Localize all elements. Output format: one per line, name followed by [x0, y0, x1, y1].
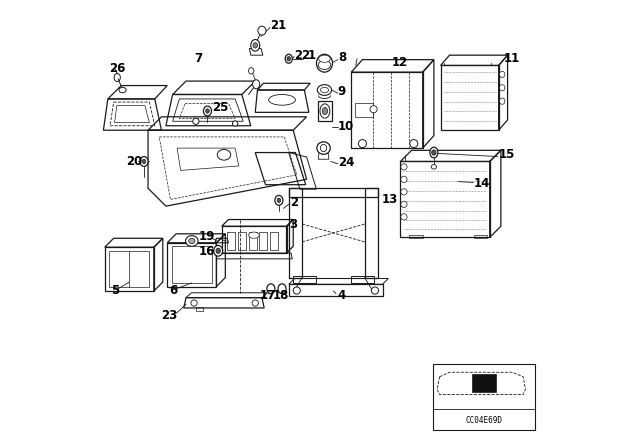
Ellipse shape — [322, 108, 328, 115]
Text: 14: 14 — [474, 177, 490, 190]
Ellipse shape — [358, 140, 367, 148]
Ellipse shape — [275, 195, 283, 205]
Text: 2: 2 — [290, 196, 298, 209]
Ellipse shape — [500, 98, 505, 104]
Ellipse shape — [370, 106, 377, 113]
Ellipse shape — [287, 56, 291, 61]
Ellipse shape — [500, 85, 505, 91]
Ellipse shape — [252, 300, 259, 306]
Bar — [474, 235, 488, 238]
Text: 12: 12 — [392, 56, 408, 69]
Text: 13: 13 — [381, 193, 398, 206]
Text: 8: 8 — [338, 52, 346, 65]
Ellipse shape — [191, 300, 197, 306]
Ellipse shape — [317, 85, 332, 95]
Bar — [355, 103, 372, 117]
Ellipse shape — [216, 248, 220, 254]
Ellipse shape — [204, 106, 211, 116]
Text: 1: 1 — [307, 49, 316, 62]
Text: 4: 4 — [337, 289, 345, 302]
Text: 10: 10 — [338, 120, 354, 133]
Text: 15: 15 — [499, 148, 515, 161]
Text: 19: 19 — [198, 230, 215, 243]
Bar — [433, 364, 535, 431]
Ellipse shape — [321, 87, 328, 93]
Ellipse shape — [317, 142, 330, 154]
Text: 25: 25 — [212, 101, 228, 114]
Text: 7: 7 — [194, 52, 202, 65]
Ellipse shape — [293, 287, 300, 294]
Ellipse shape — [142, 159, 146, 164]
Text: 6: 6 — [169, 284, 177, 297]
Ellipse shape — [217, 150, 230, 160]
Text: 11: 11 — [504, 52, 520, 65]
Text: 3: 3 — [290, 217, 298, 231]
Ellipse shape — [253, 43, 257, 48]
Bar — [270, 232, 278, 250]
Ellipse shape — [321, 145, 326, 152]
Bar — [318, 101, 332, 121]
Ellipse shape — [401, 164, 407, 170]
Ellipse shape — [251, 39, 260, 51]
Ellipse shape — [193, 118, 199, 125]
Ellipse shape — [431, 150, 436, 155]
Ellipse shape — [186, 236, 198, 246]
Ellipse shape — [248, 68, 254, 74]
Ellipse shape — [318, 60, 331, 69]
Ellipse shape — [258, 26, 266, 35]
Ellipse shape — [205, 109, 209, 113]
Text: 18: 18 — [272, 289, 289, 302]
Ellipse shape — [285, 54, 292, 63]
Text: 24: 24 — [338, 156, 354, 169]
Ellipse shape — [319, 55, 330, 62]
Ellipse shape — [267, 284, 275, 294]
Ellipse shape — [278, 284, 286, 294]
Ellipse shape — [401, 201, 407, 207]
Ellipse shape — [269, 95, 296, 105]
Bar — [472, 374, 497, 392]
Text: 20: 20 — [125, 155, 142, 168]
Ellipse shape — [320, 104, 330, 118]
Ellipse shape — [401, 176, 407, 182]
Ellipse shape — [140, 156, 148, 166]
Ellipse shape — [316, 54, 333, 72]
Text: 22: 22 — [294, 49, 310, 62]
Text: 17: 17 — [260, 289, 276, 302]
Ellipse shape — [119, 87, 126, 93]
Ellipse shape — [248, 232, 259, 238]
Ellipse shape — [371, 287, 378, 294]
Text: CC04E69D: CC04E69D — [465, 416, 502, 425]
Ellipse shape — [401, 189, 407, 195]
Ellipse shape — [500, 71, 505, 78]
Ellipse shape — [253, 80, 260, 89]
Bar — [259, 232, 268, 250]
Ellipse shape — [430, 147, 438, 158]
Text: 16: 16 — [198, 245, 215, 258]
Ellipse shape — [232, 121, 238, 126]
Text: 23: 23 — [161, 309, 178, 322]
Ellipse shape — [431, 164, 436, 169]
Ellipse shape — [277, 198, 281, 202]
Bar — [351, 276, 374, 283]
Ellipse shape — [401, 214, 407, 220]
Bar — [293, 276, 316, 283]
Bar — [227, 232, 235, 250]
Bar — [196, 306, 202, 311]
Bar — [410, 235, 423, 238]
Text: 26: 26 — [109, 62, 125, 75]
Text: 5: 5 — [111, 284, 120, 297]
Bar — [238, 232, 246, 250]
Text: 21: 21 — [270, 19, 286, 32]
Text: 9: 9 — [338, 85, 346, 98]
Ellipse shape — [189, 238, 195, 244]
Ellipse shape — [214, 246, 223, 256]
Ellipse shape — [410, 140, 418, 148]
Bar — [248, 232, 257, 250]
